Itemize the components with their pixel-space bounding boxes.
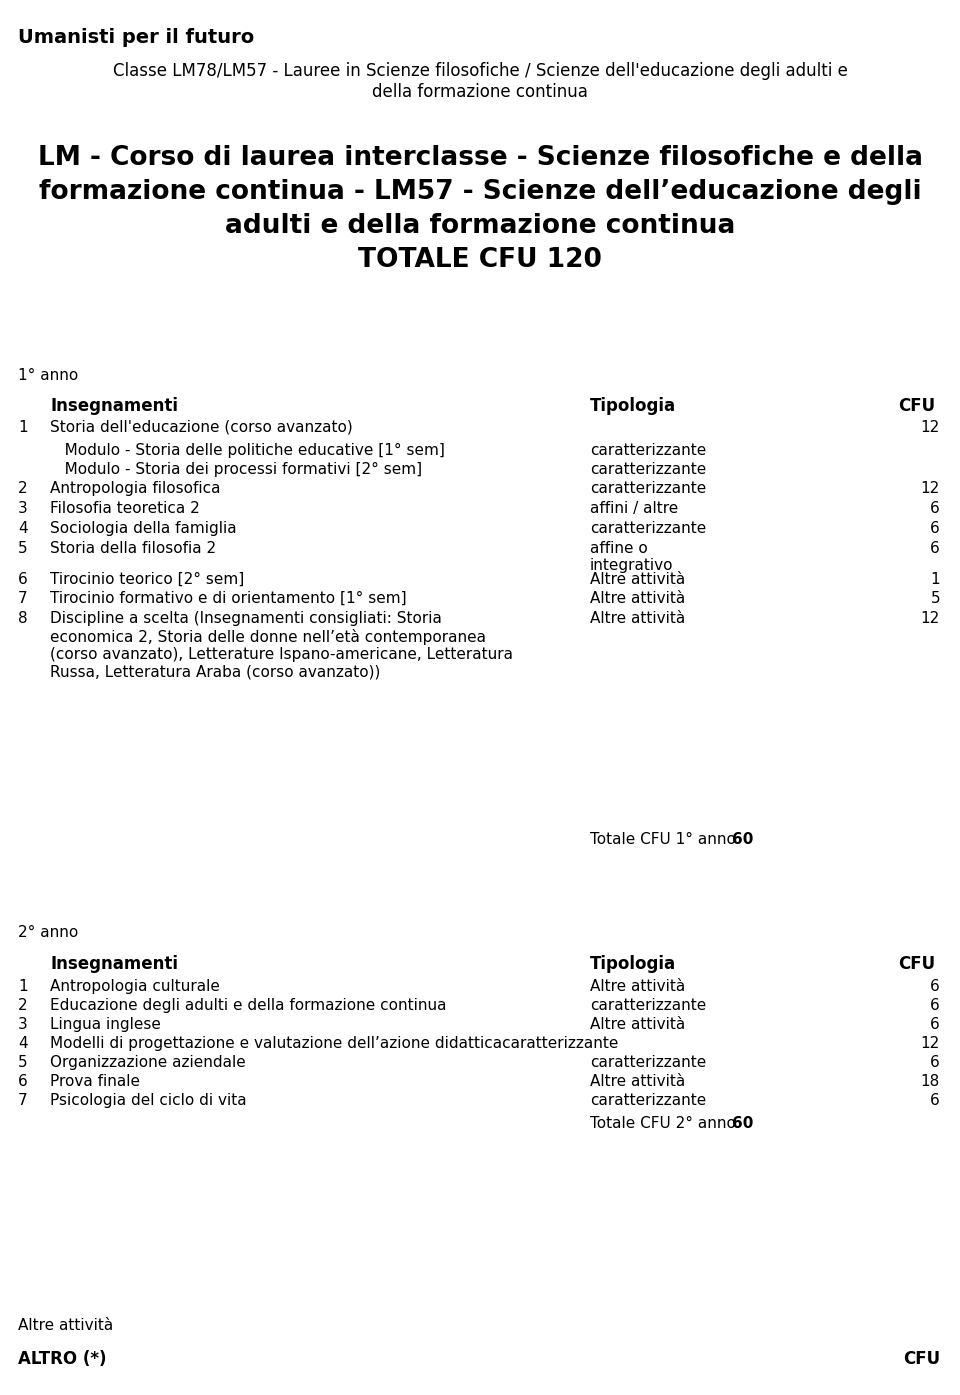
Text: 5: 5 xyxy=(18,541,28,557)
Text: Totale CFU 2° anno: Totale CFU 2° anno xyxy=(590,1116,741,1131)
Text: Sociologia della famiglia: Sociologia della famiglia xyxy=(50,520,236,536)
Text: 1: 1 xyxy=(18,420,28,435)
Text: Totale CFU 1° anno: Totale CFU 1° anno xyxy=(590,831,741,847)
Text: Umanisti per il futuro: Umanisti per il futuro xyxy=(18,28,254,47)
Text: caratterizzante: caratterizzante xyxy=(590,481,707,497)
Text: Antropologia filosofica: Antropologia filosofica xyxy=(50,481,221,497)
Text: Organizzazione aziendale: Organizzazione aziendale xyxy=(50,1055,246,1070)
Text: caratterizzante: caratterizzante xyxy=(590,997,707,1013)
Text: caratterizzante: caratterizzante xyxy=(590,520,707,536)
Text: Modulo - Storia delle politiche educative [1° sem]: Modulo - Storia delle politiche educativ… xyxy=(50,444,444,458)
Text: 6: 6 xyxy=(930,979,940,995)
Text: 6: 6 xyxy=(930,1017,940,1032)
Text: 8: 8 xyxy=(18,611,28,626)
Text: Prova finale: Prova finale xyxy=(50,1074,140,1089)
Text: Altre attività: Altre attività xyxy=(590,591,685,605)
Text: 12: 12 xyxy=(921,1036,940,1050)
Text: Antropologia culturale: Antropologia culturale xyxy=(50,979,220,995)
Text: Altre attività: Altre attività xyxy=(590,611,685,626)
Text: Insegnamenti: Insegnamenti xyxy=(50,956,178,972)
Text: Storia della filosofia 2: Storia della filosofia 2 xyxy=(50,541,216,557)
Text: 3: 3 xyxy=(18,1017,28,1032)
Text: 6: 6 xyxy=(930,997,940,1013)
Text: 7: 7 xyxy=(18,1094,28,1108)
Text: LM - Corso di laurea interclasse - Scienze filosofiche e della: LM - Corso di laurea interclasse - Scien… xyxy=(37,145,923,172)
Text: 1: 1 xyxy=(18,979,28,995)
Text: Modulo - Storia dei processi formativi [2° sem]: Modulo - Storia dei processi formativi [… xyxy=(50,462,422,477)
Text: 4: 4 xyxy=(18,520,28,536)
Text: 5: 5 xyxy=(930,591,940,605)
Text: Lingua inglese: Lingua inglese xyxy=(50,1017,161,1032)
Text: TOTALE CFU 120: TOTALE CFU 120 xyxy=(358,247,602,273)
Text: Altre attività: Altre attività xyxy=(590,572,685,587)
Text: 7: 7 xyxy=(18,591,28,605)
Text: CFU: CFU xyxy=(902,1350,940,1368)
Text: Tirocinio formativo e di orientamento [1° sem]: Tirocinio formativo e di orientamento [1… xyxy=(50,591,407,605)
Text: 6: 6 xyxy=(930,541,940,557)
Text: 12: 12 xyxy=(921,611,940,626)
Text: 12: 12 xyxy=(921,420,940,435)
Text: 2: 2 xyxy=(18,997,28,1013)
Text: 60: 60 xyxy=(732,831,754,847)
Text: formazione continua - LM57 - Scienze dell’educazione degli: formazione continua - LM57 - Scienze del… xyxy=(38,179,922,205)
Text: Altre attività: Altre attività xyxy=(590,979,685,995)
Text: 6: 6 xyxy=(930,520,940,536)
Text: 12: 12 xyxy=(921,481,940,497)
Text: 4: 4 xyxy=(18,1036,28,1050)
Text: caratterizzante: caratterizzante xyxy=(590,444,707,458)
Text: Altre attività: Altre attività xyxy=(590,1017,685,1032)
Text: caratterizzante: caratterizzante xyxy=(590,462,707,477)
Text: Filosofia teoretica 2: Filosofia teoretica 2 xyxy=(50,501,200,516)
Text: 6: 6 xyxy=(930,1055,940,1070)
Text: Discipline a scelta (Insegnamenti consigliati: Storia
economica 2, Storia delle : Discipline a scelta (Insegnamenti consig… xyxy=(50,611,513,679)
Text: Storia dell'educazione (corso avanzato): Storia dell'educazione (corso avanzato) xyxy=(50,420,352,435)
Text: Insegnamenti: Insegnamenti xyxy=(50,398,178,414)
Text: Tirocinio teorico [2° sem]: Tirocinio teorico [2° sem] xyxy=(50,572,244,587)
Text: 1: 1 xyxy=(930,572,940,587)
Text: affine o
integrativo: affine o integrativo xyxy=(590,541,674,573)
Text: ALTRO (*): ALTRO (*) xyxy=(18,1350,107,1368)
Text: 5: 5 xyxy=(18,1055,28,1070)
Text: affini / altre: affini / altre xyxy=(590,501,679,516)
Text: Classe LM78/LM57 - Lauree in Scienze filosofiche / Scienze dell'educazione degli: Classe LM78/LM57 - Lauree in Scienze fil… xyxy=(112,61,848,100)
Text: 6: 6 xyxy=(18,572,28,587)
Text: 2° anno: 2° anno xyxy=(18,925,79,940)
Text: Tipologia: Tipologia xyxy=(590,398,676,414)
Text: caratterizzante: caratterizzante xyxy=(590,1055,707,1070)
Text: Educazione degli adulti e della formazione continua: Educazione degli adulti e della formazio… xyxy=(50,997,446,1013)
Text: 2: 2 xyxy=(18,481,28,497)
Text: CFU: CFU xyxy=(898,398,935,414)
Text: Altre attività: Altre attività xyxy=(18,1318,113,1334)
Text: 6: 6 xyxy=(930,1094,940,1108)
Text: caratterizzante: caratterizzante xyxy=(590,1094,707,1108)
Text: CFU: CFU xyxy=(898,956,935,972)
Text: Altre attività: Altre attività xyxy=(590,1074,685,1089)
Text: Modelli di progettazione e valutazione dell’azione didatticacaratterizzante: Modelli di progettazione e valutazione d… xyxy=(50,1036,618,1050)
Text: 60: 60 xyxy=(732,1116,754,1131)
Text: Tipologia: Tipologia xyxy=(590,956,676,972)
Text: 6: 6 xyxy=(18,1074,28,1089)
Text: 18: 18 xyxy=(921,1074,940,1089)
Text: 3: 3 xyxy=(18,501,28,516)
Text: 1° anno: 1° anno xyxy=(18,368,79,384)
Text: adulti e della formazione continua: adulti e della formazione continua xyxy=(225,213,735,239)
Text: 6: 6 xyxy=(930,501,940,516)
Text: Psicologia del ciclo di vita: Psicologia del ciclo di vita xyxy=(50,1094,247,1108)
